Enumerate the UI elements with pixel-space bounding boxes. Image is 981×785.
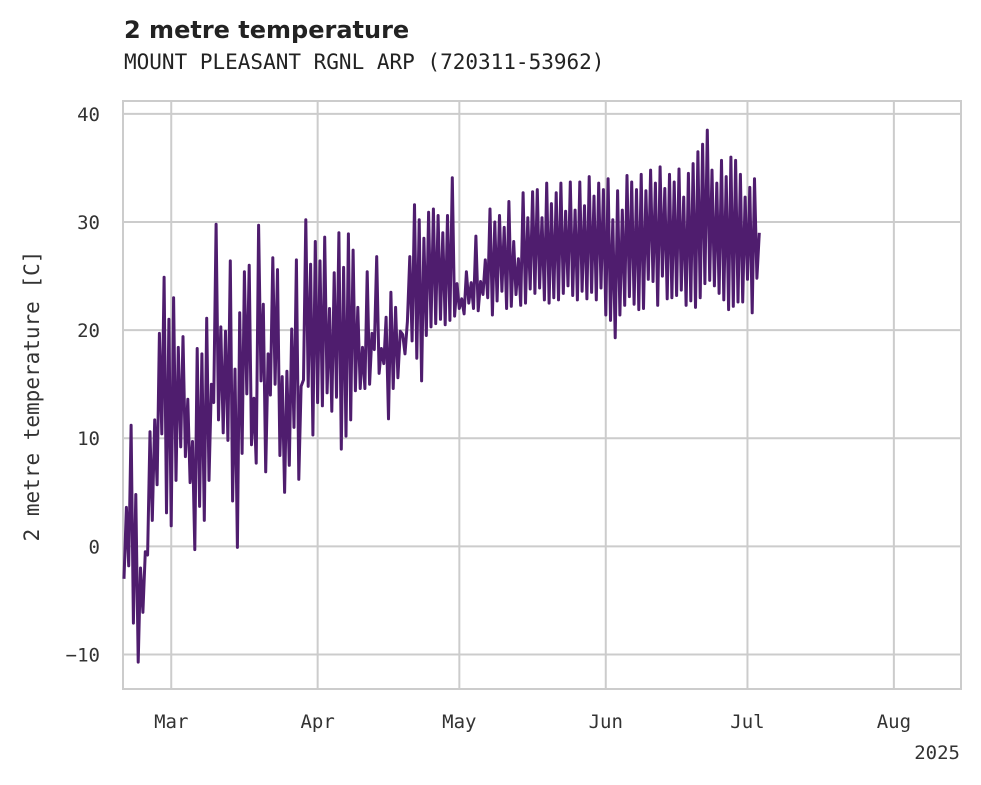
temperature-series-line bbox=[122, 128, 761, 664]
x-tick-label: May bbox=[442, 711, 476, 733]
x-tick-label: Aug bbox=[877, 711, 911, 733]
series-group bbox=[122, 128, 761, 664]
y-tick-label: 30 bbox=[77, 212, 100, 234]
y-tick-label: 20 bbox=[77, 320, 100, 342]
x-tick-label: Jun bbox=[589, 711, 623, 733]
year-label: 2025 bbox=[914, 742, 960, 764]
y-tick-label: 0 bbox=[89, 536, 100, 558]
y-tick-label: −10 bbox=[66, 644, 100, 666]
x-tick-label: Apr bbox=[300, 711, 334, 733]
y-axis-label: 2 metre temperature [C] bbox=[20, 251, 44, 542]
y-tick-labels: −10 0 10 20 30 40 bbox=[66, 104, 100, 667]
y-tick-label: 10 bbox=[77, 428, 100, 450]
y-tick-label: 40 bbox=[77, 104, 100, 126]
chart-subtitle: MOUNT PLEASANT RGNL ARP (720311-53962) bbox=[124, 50, 605, 74]
plot-frame bbox=[122, 100, 962, 690]
chart-title: 2 metre temperature bbox=[124, 16, 410, 44]
x-tick-labels: Mar Apr May Jun Jul Aug bbox=[154, 711, 911, 733]
x-tick-label: Jul bbox=[730, 711, 764, 733]
x-tick-label: Mar bbox=[154, 711, 188, 733]
